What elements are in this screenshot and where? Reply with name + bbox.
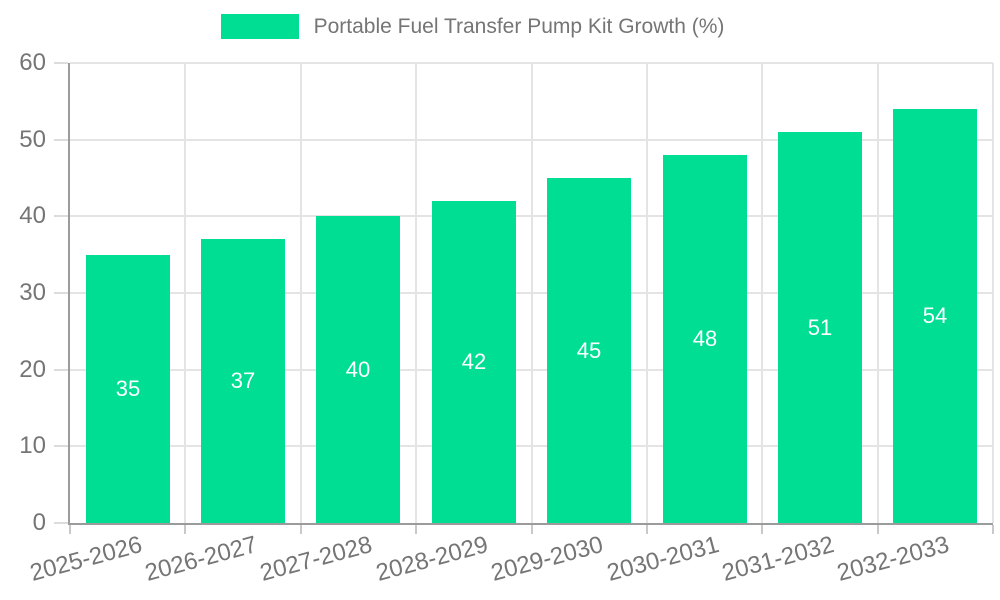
x-axis-tick [992, 525, 994, 534]
y-axis-tick [54, 62, 68, 64]
bar-value-label: 51 [807, 314, 833, 340]
y-tick-label: 40 [19, 202, 46, 230]
plot-area: 0 10 20 30 40 50 60 35 2025-2026 37 2026-2027 40 202… [19, 51, 994, 587]
y-tick-label: 10 [19, 432, 46, 460]
x-axis-tick [300, 525, 302, 534]
gridline-vertical [184, 63, 186, 523]
gridline-vertical [992, 63, 994, 523]
bar[interactable]: 40 [316, 216, 400, 523]
bar-value-label: 54 [922, 303, 948, 328]
x-axis-tick [69, 525, 71, 534]
bar[interactable]: 42 [432, 201, 516, 523]
bar-value-label: 40 [345, 356, 371, 382]
y-axis-tick [54, 138, 68, 141]
bar-value-label: 45 [576, 337, 602, 363]
y-axis-tick [54, 522, 68, 524]
y-tick-label: 50 [19, 125, 46, 153]
bar[interactable]: 54 [893, 109, 977, 523]
bar-value-label: 48 [692, 326, 718, 351]
bar-value-label: 37 [230, 368, 256, 393]
gridline-vertical [877, 63, 879, 523]
chart-legend[interactable]: Portable Fuel Transfer Pump Kit Growth (… [0, 14, 1000, 39]
y-axis-tick [54, 368, 68, 371]
bar[interactable]: 48 [663, 155, 747, 523]
x-axis-line [68, 523, 993, 525]
y-axis-tick [54, 445, 68, 448]
bar-value-label: 42 [461, 349, 487, 374]
bar[interactable]: 37 [201, 239, 285, 523]
bar[interactable]: 35 [86, 255, 170, 523]
gridline-vertical [300, 63, 302, 523]
x-axis-tick [184, 525, 186, 534]
y-axis-line [68, 63, 70, 525]
gridline-vertical [761, 63, 763, 523]
x-axis-tick [531, 525, 533, 534]
legend-swatch [220, 14, 299, 39]
gridline-vertical [531, 63, 533, 523]
bar[interactable]: 45 [547, 178, 631, 523]
y-axis-tick [54, 215, 68, 218]
chart-title: Portable Fuel Transfer Pump Kit Growth (… [313, 14, 725, 38]
x-axis-tick [415, 525, 417, 534]
x-axis-tick [761, 525, 763, 534]
y-tick-label: 0 [32, 509, 46, 536]
y-tick-label: 20 [19, 355, 46, 383]
y-axis-tick [54, 292, 68, 294]
bar-value-label: 35 [115, 376, 141, 401]
gridline-vertical [415, 63, 417, 523]
x-axis-tick [877, 525, 879, 534]
x-axis-tick [646, 525, 648, 534]
y-tick-label: 60 [19, 49, 46, 76]
bar[interactable]: 51 [778, 132, 862, 523]
gridline-vertical [646, 63, 648, 523]
y-tick-label: 30 [19, 279, 46, 306]
